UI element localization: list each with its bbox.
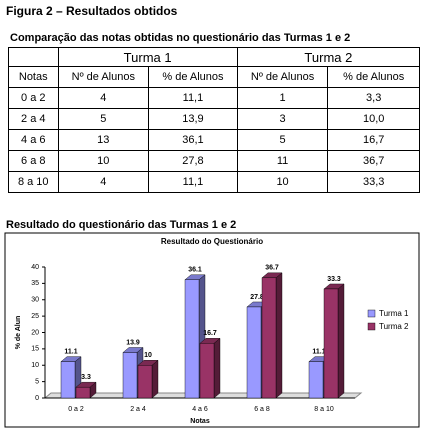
bar — [60, 361, 76, 399]
bar-side — [337, 283, 345, 399]
table-cell: 10 — [236, 171, 329, 193]
table-cell: 3,3 — [327, 87, 420, 109]
value-label: 11.1 — [64, 348, 77, 355]
x-tick-label: 4 a 6 — [192, 406, 208, 413]
column-header: % de Alunos — [148, 66, 238, 88]
value-label: 3.3 — [81, 374, 91, 381]
bar-side — [151, 359, 159, 399]
bar — [122, 352, 138, 399]
legend-swatch — [367, 309, 376, 318]
chart-caption: Resultado do questionário das Turmas 1 e… — [6, 219, 237, 231]
value-label: 27.8 — [250, 294, 264, 301]
table-caption: Comparação das notas obtidas no question… — [10, 32, 351, 44]
x-axis-label: Notas — [190, 418, 210, 425]
bar-side — [275, 272, 283, 399]
bar-side — [213, 337, 221, 399]
bar — [184, 279, 200, 399]
table-cell: 0 a 2 — [8, 87, 59, 109]
value-label: 36.7 — [265, 265, 279, 272]
chart-title: Resultado do Questionário — [161, 237, 263, 246]
table-cell: 36,7 — [327, 150, 420, 172]
column-header: % de Alunos — [327, 66, 420, 88]
legend-swatch — [367, 322, 376, 331]
x-tick-label: 6 a 8 — [254, 406, 270, 413]
table-row: 4 a 6 13 36,1 5 16,7 — [8, 129, 420, 151]
bar — [308, 361, 324, 399]
table-cell: 8 a 10 — [8, 171, 59, 193]
y-tick-label: 0 — [35, 395, 39, 402]
y-tick-label: 5 — [35, 378, 39, 385]
table: Turma 1 Turma 2 Notas Nº de Alunos% de Alun… — [8, 47, 421, 193]
figure-title: Figura 2 – Resultados obtidos — [6, 4, 178, 18]
y-tick-label: 40 — [31, 264, 39, 271]
header-row: Notas Nº de Alunos% de Alunos Nº de Alunos… — [8, 66, 420, 88]
value-label: 11.1 — [312, 348, 325, 355]
table-cell: 33,3 — [327, 171, 420, 193]
value-label: 16.7 — [203, 330, 217, 337]
legend-label: Turma 1 — [379, 309, 409, 318]
bar — [246, 306, 262, 399]
bar — [199, 343, 215, 399]
header-row: Turma 1 Turma 2 — [8, 47, 421, 67]
y-tick-label: 10 — [31, 362, 39, 369]
y-tick-label: 35 — [31, 280, 39, 287]
y-tick-label: 30 — [31, 297, 39, 304]
value-label: 36.1 — [188, 267, 202, 274]
y-tick-label: 25 — [31, 313, 39, 320]
y-axis-label: % de Alun — [15, 316, 22, 350]
table-row: 8 a 10 4 11,1 10 33,3 — [8, 171, 420, 193]
table-cell: 11,1 — [148, 171, 238, 193]
bar — [75, 386, 91, 399]
value-label: 13.9 — [126, 339, 140, 346]
legend-label: Turma 2 — [379, 322, 409, 331]
x-tick-label: 2 a 4 — [130, 406, 146, 413]
bar — [323, 288, 339, 399]
x-tick-label: 0 a 2 — [68, 406, 84, 413]
table-row: 0 a 2 4 11,1 1 3,3 — [8, 87, 420, 109]
value-label: 33.3 — [327, 276, 341, 283]
x-tick-label: 8 a 10 — [314, 406, 334, 413]
bar — [261, 277, 277, 399]
bar — [137, 365, 153, 399]
group-header: Turma 1 — [57, 47, 238, 67]
value-label: 10 — [144, 352, 152, 359]
table-row: 2 a 4 5 13,9 3 10,0 — [8, 108, 420, 130]
y-tick-label: 20 — [31, 329, 39, 336]
y-tick-label: 15 — [31, 346, 39, 353]
